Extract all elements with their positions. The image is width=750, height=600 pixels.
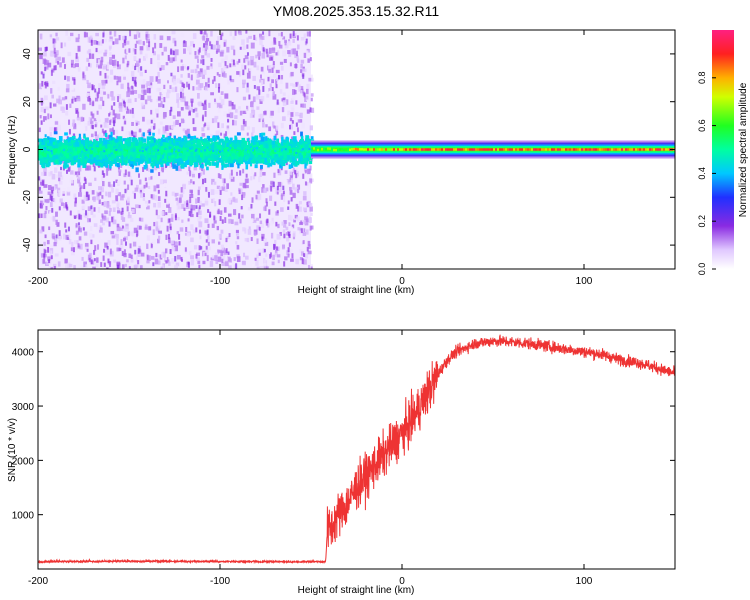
snr-x-tick-label: 100 xyxy=(576,576,593,587)
colorbar: 0.0 0.2 0.4 0.6 0.8 Normalized spectral ampl… xyxy=(697,30,749,275)
spectrogram-y-tick-label: -20 xyxy=(22,190,33,205)
colorbar-tick-label: 0.4 xyxy=(697,167,707,180)
snr-x-tick-label: -200 xyxy=(28,576,48,587)
snr-frame xyxy=(37,329,676,570)
spectrogram-x-tick-label: -200 xyxy=(28,276,48,287)
spectrogram-y-label: Frequency (Hz) xyxy=(7,116,18,185)
snr-series-line xyxy=(38,334,675,565)
spectrogram-x-ticks: -200 -100 0 100 xyxy=(28,30,593,287)
snr-x-label: Height of straight line (km) xyxy=(298,585,415,596)
snr-y-tick-label: 4000 xyxy=(12,348,35,359)
snr-x-tick-label: -100 xyxy=(210,576,230,587)
figure-title: YM08.2025.353.15.32.R11 xyxy=(273,3,440,19)
signal-band xyxy=(311,140,675,159)
spectrogram-y-ticks: -40 -20 0 20 40 xyxy=(22,48,675,252)
snr-y-tick-label: 2000 xyxy=(12,456,35,467)
snr-y-label: SNR (10 * v/v) xyxy=(7,418,18,482)
colorbar-ticks: 0.0 0.2 0.4 0.6 0.8 xyxy=(697,72,716,276)
snr-y-tick-label: 3000 xyxy=(12,402,35,413)
spectrogram-image xyxy=(38,30,675,269)
spectrogram-x-label: Height of straight line (km) xyxy=(298,285,415,296)
spectrogram-x-tick-label: -100 xyxy=(210,276,230,287)
colorbar-tick-label: 0.0 xyxy=(697,263,707,276)
snr-y-ticks: 1000 2000 3000 4000 xyxy=(12,348,675,522)
snr-panel: -200 -100 0 100 1000 2000 3000 4000 Height of … xyxy=(7,329,676,596)
snr-x-ticks: -200 -100 0 100 xyxy=(28,330,593,587)
spectrogram-y-tick-label: 20 xyxy=(22,96,33,108)
colorbar-gradient xyxy=(712,30,734,269)
colorbar-tick-label: 0.8 xyxy=(697,72,707,85)
spectrogram-x-tick-label: 0 xyxy=(399,276,405,287)
spectrogram-y-tick-label: 0 xyxy=(22,146,33,152)
snr-y-tick-label: 1000 xyxy=(12,511,35,522)
colorbar-tick-label: 0.2 xyxy=(697,215,707,228)
spectrogram-x-tick-label: 100 xyxy=(576,276,593,287)
spectrogram-y-tick-label: 40 xyxy=(22,48,33,60)
colorbar-label: Normalized spectral amplitude xyxy=(738,82,749,217)
spectrogram-y-tick-label: -40 xyxy=(22,237,33,252)
snr-x-tick-label: 0 xyxy=(399,576,405,587)
colorbar-tick-label: 0.6 xyxy=(697,119,707,132)
